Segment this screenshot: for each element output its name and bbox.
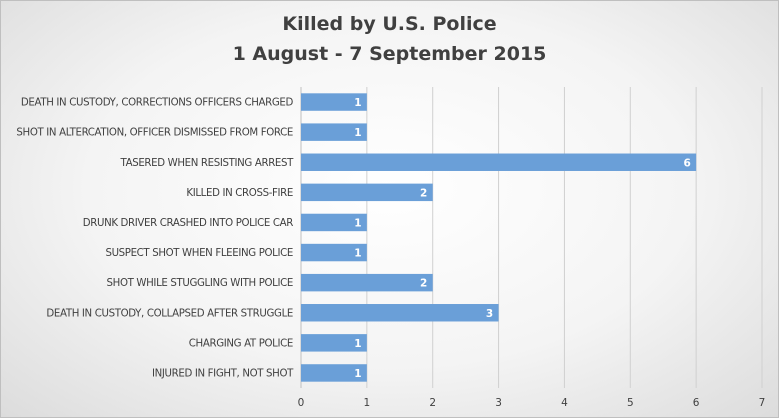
data-label: 1 — [354, 97, 361, 109]
bar — [301, 93, 367, 111]
category-label: DEATH IN CUSTODY, COLLAPSED AFTER STRUGG… — [46, 308, 293, 319]
chart-title: Killed by U.S. Police — [282, 13, 497, 35]
bar — [301, 334, 367, 352]
x-tick-label: 5 — [627, 397, 634, 409]
bar — [301, 273, 433, 292]
category-label: KILLED IN CROSS-FIRE — [186, 188, 293, 199]
chart-subtitle: 1 August - 7 September 2015 — [232, 43, 547, 65]
category-label: SHOT IN ALTERCATION, OFFICER DISMISSED F… — [16, 128, 293, 139]
bar — [301, 183, 433, 202]
data-label: 2 — [420, 187, 427, 199]
category-label: INJURED IN FIGHT, NOT SHOT — [152, 368, 294, 379]
bar — [301, 213, 367, 232]
data-label: 1 — [354, 248, 361, 260]
data-label: 1 — [354, 338, 361, 350]
bar — [301, 153, 697, 171]
data-label: 1 — [354, 217, 361, 229]
x-tick-label: 7 — [759, 397, 766, 409]
category-label: DRUNK DRIVER CRASHED INTO POLICE CAR — [83, 218, 294, 229]
category-label: SHOT WHILE STUGGLING WITH POLICE — [107, 278, 293, 289]
x-tick-label: 6 — [693, 397, 700, 409]
data-label: 1 — [354, 127, 361, 139]
x-tick-label: 1 — [364, 397, 371, 409]
x-tick-label: 0 — [298, 397, 305, 409]
x-tick-label: 4 — [561, 397, 568, 409]
category-labels: DEATH IN CUSTODY, CORRECTIONS OFFICERS C… — [16, 98, 294, 380]
data-labels: 1 1 6 2 1 1 2 3 1 1 — [354, 97, 691, 380]
bar — [301, 243, 367, 262]
x-tick-labels: 0 1 2 3 4 5 6 7 — [298, 397, 766, 409]
category-label: DEATH IN CUSTODY, CORRECTIONS OFFICERS C… — [21, 98, 294, 109]
bars — [301, 93, 697, 382]
category-label: CHARGING AT POLICE — [189, 338, 293, 349]
bar — [301, 364, 367, 382]
data-label: 2 — [420, 278, 427, 290]
category-label: SUSPECT SHOT WHEN FLEEING POLICE — [105, 248, 293, 259]
data-label: 6 — [683, 157, 690, 169]
bar — [301, 304, 499, 322]
x-tick-label: 3 — [495, 397, 502, 409]
x-tick-label: 2 — [429, 397, 436, 409]
bar — [301, 123, 367, 141]
category-label: TASERED WHEN RESISTING ARREST — [120, 158, 295, 169]
gridlines — [300, 87, 763, 388]
data-label: 3 — [486, 308, 493, 320]
data-label: 1 — [354, 368, 361, 380]
